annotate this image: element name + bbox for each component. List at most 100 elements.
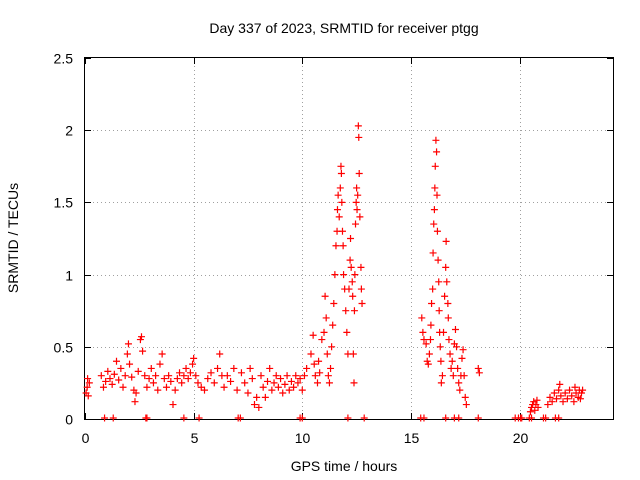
data-point xyxy=(338,227,346,235)
data-point xyxy=(113,357,121,365)
data-point xyxy=(261,393,269,401)
data-point xyxy=(346,256,354,264)
data-point xyxy=(109,414,117,422)
data-point xyxy=(351,271,359,279)
data-point xyxy=(102,377,110,385)
data-point xyxy=(424,360,432,368)
data-point xyxy=(425,350,433,358)
data-point xyxy=(475,369,483,377)
data-point xyxy=(274,383,282,391)
data-point xyxy=(160,375,168,383)
y-tick-label: 2 xyxy=(65,123,73,139)
data-point xyxy=(453,343,461,351)
data-point xyxy=(143,414,151,422)
data-point xyxy=(354,191,362,199)
x-tick-label: 5 xyxy=(191,430,199,446)
data-point xyxy=(264,377,272,385)
data-point xyxy=(338,198,346,206)
data-point xyxy=(459,346,467,354)
data-point xyxy=(124,340,132,348)
data-point xyxy=(85,379,93,387)
data-point xyxy=(281,380,289,388)
data-point xyxy=(316,369,324,377)
data-point xyxy=(444,299,452,307)
data-point xyxy=(561,389,569,397)
data-point xyxy=(328,343,336,351)
data-point xyxy=(220,383,228,391)
data-point xyxy=(427,321,435,329)
data-point xyxy=(128,373,136,381)
data-point xyxy=(84,375,92,383)
data-point xyxy=(154,386,162,394)
data-point xyxy=(236,414,244,422)
data-point xyxy=(461,393,469,401)
data-point xyxy=(237,369,245,377)
data-point xyxy=(339,242,347,250)
data-point xyxy=(277,375,285,383)
data-point xyxy=(272,372,280,380)
data-point xyxy=(169,401,177,409)
data-point xyxy=(180,372,188,380)
data-point xyxy=(323,350,331,358)
data-point xyxy=(332,242,340,250)
y-tick-label: 1 xyxy=(65,268,73,284)
data-point xyxy=(320,328,328,336)
data-point xyxy=(442,414,450,422)
data-point xyxy=(132,389,140,397)
data-point xyxy=(542,414,550,422)
data-point xyxy=(337,162,345,170)
data-point xyxy=(347,235,355,242)
data-point xyxy=(180,414,188,422)
plot-frame xyxy=(84,57,614,420)
data-point xyxy=(555,414,563,422)
data-point xyxy=(431,162,439,170)
data-point xyxy=(418,314,426,322)
data-point xyxy=(233,386,241,394)
grid-lines xyxy=(85,58,613,419)
data-point xyxy=(435,278,443,286)
data-point xyxy=(553,395,561,403)
data-point xyxy=(303,364,311,372)
data-point xyxy=(420,414,428,422)
data-point xyxy=(99,383,107,391)
data-point xyxy=(430,206,438,214)
data-point xyxy=(255,403,263,411)
data-point xyxy=(321,292,329,300)
x-tick-labels: 0 5 10 15 20 xyxy=(82,430,529,446)
data-point xyxy=(270,379,278,387)
data-point xyxy=(454,364,462,372)
data-point xyxy=(290,383,298,391)
x-tick-label: 0 xyxy=(82,430,90,446)
data-points xyxy=(82,122,587,422)
data-point xyxy=(348,278,356,286)
data-point xyxy=(455,379,463,387)
data-point xyxy=(579,386,587,394)
data-point xyxy=(139,347,147,355)
data-point xyxy=(230,364,238,372)
data-point xyxy=(360,414,368,422)
data-point xyxy=(357,263,365,271)
data-point xyxy=(108,380,116,388)
y-tick-label: 0 xyxy=(65,412,73,428)
data-point xyxy=(283,372,291,380)
data-point xyxy=(147,364,155,372)
data-point xyxy=(443,278,451,286)
data-point xyxy=(141,372,149,380)
data-point xyxy=(428,299,436,307)
data-point xyxy=(241,379,249,387)
data-point xyxy=(333,206,341,214)
data-point xyxy=(422,340,430,348)
x-axis-label: GPS time / hours xyxy=(291,458,398,474)
data-point xyxy=(533,396,541,404)
data-point xyxy=(134,367,142,375)
data-point xyxy=(550,389,558,397)
data-point xyxy=(432,136,440,144)
data-point xyxy=(115,376,123,384)
data-point xyxy=(287,377,295,385)
data-point xyxy=(97,372,105,380)
data-point xyxy=(186,369,194,377)
data-point xyxy=(207,369,215,377)
data-point xyxy=(189,360,197,368)
x-tick-label: 10 xyxy=(295,430,311,446)
